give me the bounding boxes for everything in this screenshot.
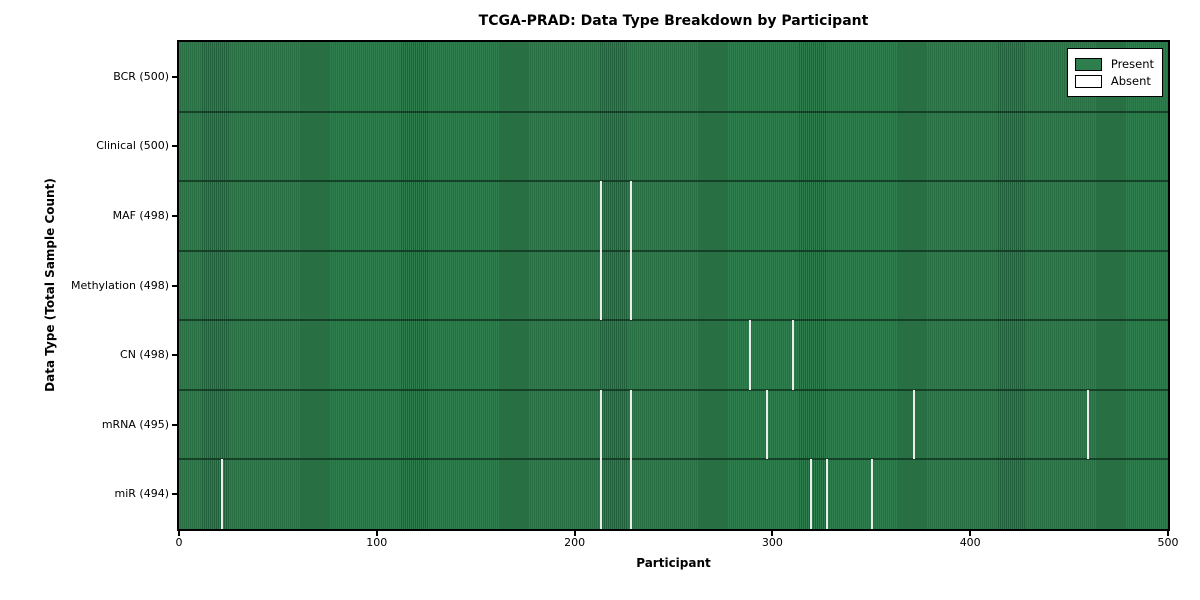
absent-mark-CN-288 xyxy=(748,320,751,390)
x-tick-mark xyxy=(573,531,576,536)
x-tick-mark xyxy=(375,531,378,536)
row-divider xyxy=(179,110,1168,113)
chart-title: TCGA-PRAD: Data Type Breakdown by Partic… xyxy=(478,13,869,29)
y-tick-mark xyxy=(172,214,177,217)
y-tick-mark xyxy=(172,145,177,148)
absent-mark-CN-310 xyxy=(792,320,795,390)
absent-mark-mRNA-371 xyxy=(912,389,915,460)
absent-mark-miR-21 xyxy=(220,459,223,529)
legend-entries: Present Absent xyxy=(1074,57,1154,88)
absent-mark-mRNA-297 xyxy=(766,389,769,460)
x-tick-label-200: 200 xyxy=(564,536,586,549)
row-divider xyxy=(179,319,1168,322)
legend-entry-present: Present xyxy=(1074,57,1154,71)
legend-label: Absent xyxy=(1110,74,1151,88)
y-tick-mark xyxy=(172,75,177,78)
x-tick-mark xyxy=(969,531,972,536)
y-tick-label-CN: CN (498) xyxy=(120,348,169,362)
x-tick-label-300: 300 xyxy=(761,536,783,549)
y-tick-mark xyxy=(172,423,177,426)
y-tick-label-Clinical: Clinical (500) xyxy=(96,139,169,153)
y-tick-mark xyxy=(172,284,177,287)
absent-mark-mRNA-228 xyxy=(629,389,632,460)
x-tick-label-500: 500 xyxy=(1157,536,1179,549)
legend-swatch-absent xyxy=(1074,74,1102,88)
y-tick-mark xyxy=(172,493,177,496)
absent-mark-miR-350 xyxy=(871,459,874,529)
absent-mark-mRNA-459 xyxy=(1086,389,1089,460)
legend-label: Present xyxy=(1110,57,1154,71)
absent-mark-miR-319 xyxy=(809,459,812,529)
absent-mark-miR-228 xyxy=(629,459,632,529)
absent-mark-miR-327 xyxy=(825,459,828,529)
y-tick-label-MAF: MAF (498) xyxy=(112,208,169,222)
absent-mark-Methylation-213 xyxy=(600,250,603,321)
absent-mark-MAF-213 xyxy=(600,181,603,251)
plot-area: Present Absent xyxy=(177,40,1170,531)
y-tick-label-Methylation: Methylation (498) xyxy=(71,278,169,292)
absent-mark-Methylation-228 xyxy=(629,250,632,321)
absent-mark-MAF-228 xyxy=(629,181,632,251)
legend-entry-absent: Absent xyxy=(1074,74,1154,88)
row-divider xyxy=(179,249,1168,252)
row-divider xyxy=(179,180,1168,183)
legend: Present Absent xyxy=(1066,48,1163,97)
x-tick-mark xyxy=(1167,531,1169,536)
x-axis-label: Participant xyxy=(636,556,711,570)
x-tick-label-400: 400 xyxy=(959,536,981,549)
x-tick-mark xyxy=(178,531,180,536)
x-tick-label-100: 100 xyxy=(366,536,388,549)
row-divider xyxy=(179,388,1168,391)
absent-mark-mRNA-213 xyxy=(600,389,603,460)
y-tick-label-miR: miR (494) xyxy=(114,487,170,501)
y-tick-label-BCR: BCR (500) xyxy=(113,69,169,83)
x-tick-label-0: 0 xyxy=(175,536,183,549)
y-tick-mark xyxy=(172,354,177,357)
legend-swatch-present xyxy=(1074,57,1102,71)
absent-mark-miR-213 xyxy=(600,459,603,529)
row-divider xyxy=(179,458,1168,461)
y-tick-label-mRNA: mRNA (495) xyxy=(101,417,169,431)
x-tick-mark xyxy=(771,531,774,536)
